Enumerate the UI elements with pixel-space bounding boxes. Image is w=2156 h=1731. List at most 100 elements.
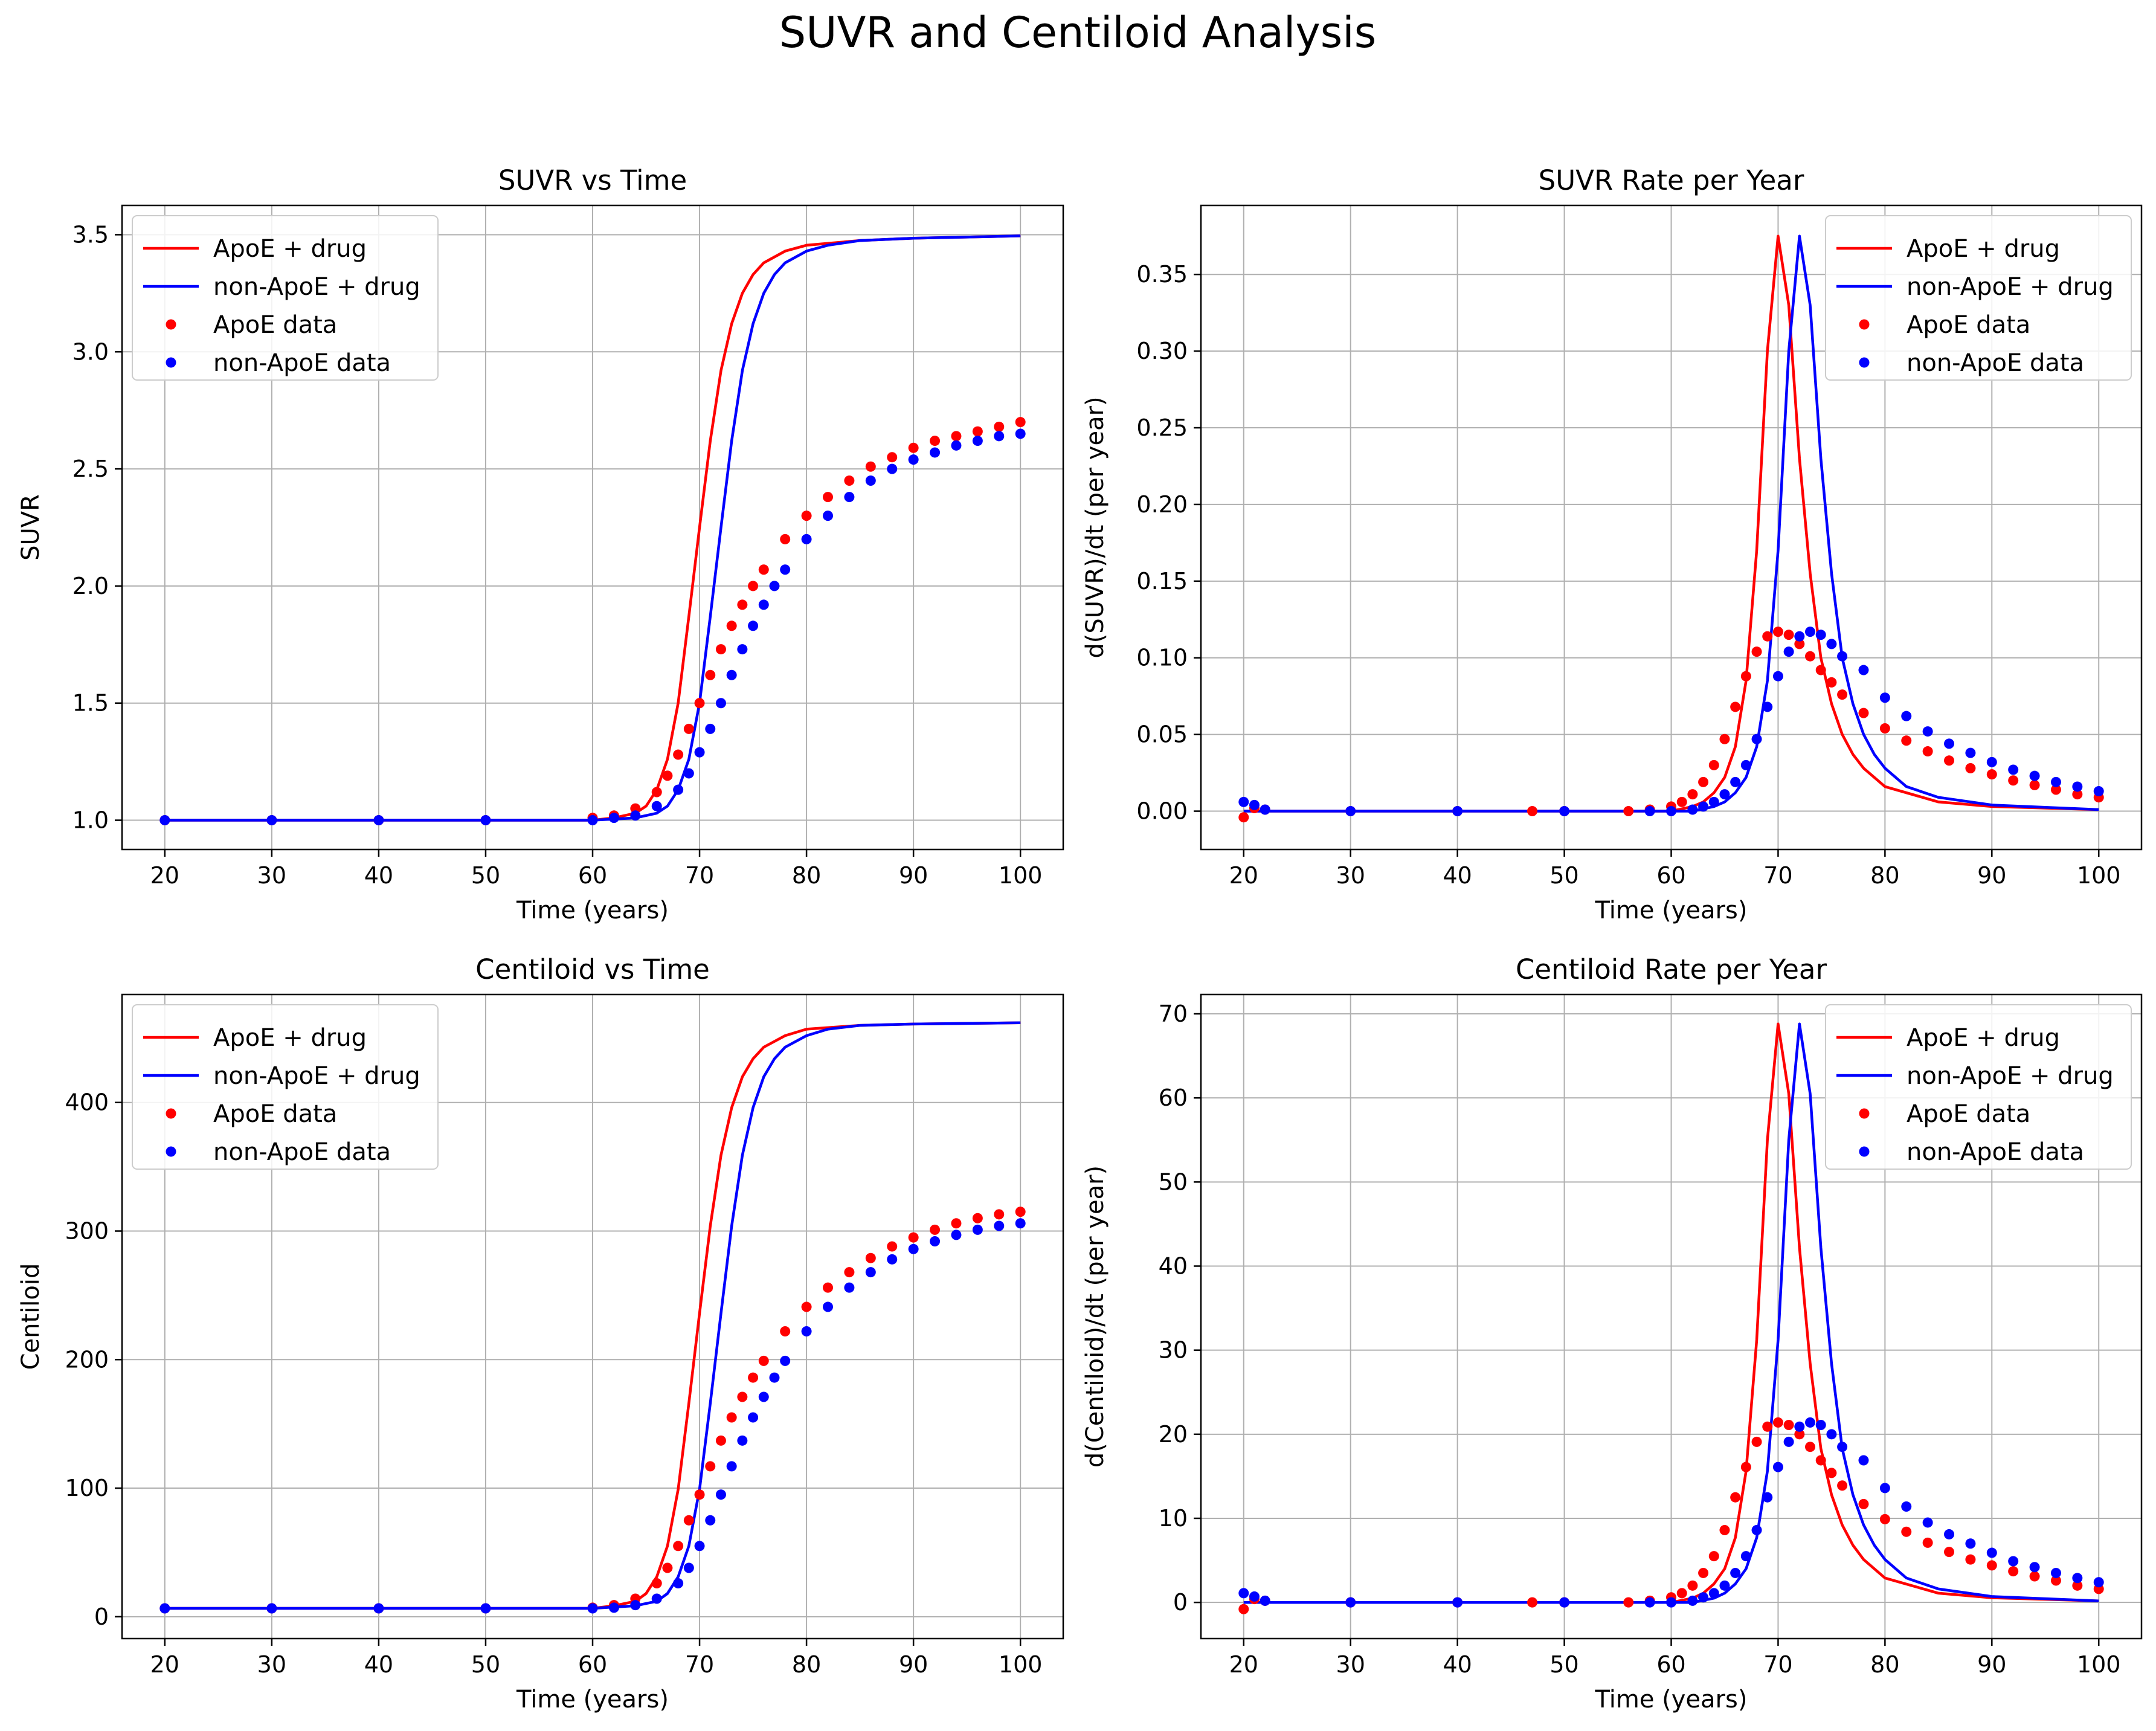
- data-point-apoe: [1751, 646, 1762, 657]
- data-point-apoe: [2008, 775, 2019, 786]
- data-point-apoe: [1805, 651, 1816, 662]
- data-point-non-apoe: [1965, 747, 1976, 758]
- data-point-non-apoe: [769, 1372, 780, 1383]
- data-point-non-apoe: [1708, 1588, 1719, 1599]
- y-tick-label: 2.5: [72, 456, 109, 482]
- x-tick-label: 30: [257, 1651, 286, 1678]
- data-point-non-apoe: [651, 1593, 662, 1604]
- series-line-apoe-drug: [164, 1021, 1021, 1610]
- y-tick-label: 300: [65, 1218, 109, 1245]
- x-axis-label: Time (years): [516, 897, 669, 924]
- x-tick-label: 30: [1336, 862, 1365, 889]
- y-axis-label: d(Centiloid)/dt (per year): [1081, 1165, 1109, 1468]
- data-point-non-apoe: [673, 784, 684, 795]
- panel-title: Centiloid Rate per Year: [1516, 953, 1827, 985]
- plot-area: [1238, 1022, 2104, 1614]
- data-point-non-apoe: [1986, 1547, 1997, 1558]
- y-axis-label: SUVR: [17, 494, 45, 561]
- data-point-non-apoe: [1740, 759, 1751, 770]
- x-tick-label: 50: [471, 1651, 500, 1678]
- y-tick-label: 0.05: [1136, 721, 1188, 748]
- x-tick-label: 40: [1443, 862, 1472, 889]
- data-point-apoe: [908, 442, 919, 453]
- legend-marker-non-apoe-data: [166, 357, 176, 368]
- data-point-non-apoe: [1858, 665, 1869, 675]
- legend-label-apoe-data: ApoE data: [213, 311, 337, 339]
- data-point-apoe: [715, 1435, 726, 1446]
- data-point-non-apoe: [972, 1224, 983, 1235]
- data-point-non-apoe: [1794, 1421, 1805, 1432]
- data-point-non-apoe: [1559, 806, 1570, 817]
- data-point-non-apoe: [823, 1301, 833, 1312]
- data-point-apoe: [1783, 1420, 1794, 1431]
- x-axis-label: Time (years): [516, 1686, 669, 1713]
- data-point-apoe: [1794, 1429, 1805, 1440]
- data-point-non-apoe: [758, 1391, 769, 1402]
- data-point-apoe: [1772, 627, 1783, 637]
- data-point-non-apoe: [1730, 776, 1741, 787]
- data-point-apoe: [1751, 1436, 1762, 1447]
- data-point-apoe: [2050, 784, 2061, 795]
- data-point-apoe: [651, 787, 662, 798]
- data-point-apoe: [1623, 1597, 1634, 1608]
- y-tick-label: 0.25: [1136, 414, 1188, 441]
- legend: ApoE + drug non-ApoE + drug ApoE data non-A…: [132, 1004, 439, 1170]
- data-point-non-apoe: [2093, 786, 2104, 797]
- data-point-non-apoe: [2050, 776, 2061, 787]
- panel-suvr_rate: 20 30 40 50 60 70 80 90 100 0.00 0.05 0.10 0.15 0.20 0…: [1081, 164, 2143, 924]
- data-point-non-apoe: [1751, 1524, 1762, 1535]
- data-point-non-apoe: [748, 1412, 759, 1423]
- data-point-apoe: [726, 1412, 737, 1423]
- legend-marker-non-apoe-data: [1859, 357, 1870, 368]
- data-point-non-apoe: [1644, 1597, 1655, 1608]
- data-point-non-apoe: [801, 533, 812, 544]
- data-point-non-apoe: [705, 723, 716, 734]
- data-point-apoe: [1815, 665, 1826, 675]
- data-point-apoe: [651, 1578, 662, 1589]
- data-point-non-apoe: [1249, 1591, 1260, 1602]
- data-point-apoe: [662, 770, 673, 781]
- data-point-non-apoe: [1794, 631, 1805, 642]
- data-point-non-apoe: [1666, 1597, 1676, 1608]
- panel-centiloid: 20 30 40 50 60 70 80 90 100 0 100 200 300 400 Centiloi…: [17, 953, 1064, 1713]
- legend-label-apoe-drug: ApoE + drug: [1907, 235, 2060, 263]
- data-point-non-apoe: [769, 581, 780, 592]
- data-point-non-apoe: [2072, 1573, 2083, 1584]
- plot-area: [159, 234, 1026, 826]
- data-point-apoe: [1826, 1468, 1837, 1478]
- y-tick-label: 30: [1159, 1337, 1188, 1364]
- data-point-non-apoe: [737, 1435, 748, 1446]
- y-axis-label: d(SUVR)/dt (per year): [1081, 396, 1109, 658]
- data-point-apoe: [2072, 789, 2083, 800]
- data-point-non-apoe: [587, 815, 598, 826]
- data-point-non-apoe: [1751, 733, 1762, 744]
- data-point-apoe: [1805, 1442, 1816, 1452]
- y-tick-label: 400: [65, 1089, 109, 1116]
- data-point-apoe: [1676, 1588, 1687, 1599]
- data-point-non-apoe: [266, 815, 277, 826]
- data-point-non-apoe: [1730, 1567, 1741, 1578]
- data-point-apoe: [844, 475, 855, 486]
- data-point-non-apoe: [1238, 1588, 1249, 1599]
- data-point-non-apoe: [2050, 1567, 2061, 1578]
- data-point-apoe: [1527, 806, 1537, 817]
- data-point-non-apoe: [1687, 1595, 1698, 1606]
- data-point-non-apoe: [1815, 1420, 1826, 1431]
- data-point-apoe: [801, 511, 812, 521]
- panel-title: SUVR vs Time: [498, 164, 687, 196]
- data-point-non-apoe: [844, 1282, 855, 1293]
- data-point-apoe: [705, 1461, 716, 1472]
- data-point-non-apoe: [1559, 1597, 1570, 1608]
- data-point-apoe: [994, 421, 1005, 432]
- legend-marker-non-apoe-data: [1859, 1146, 1870, 1157]
- data-point-apoe: [758, 564, 769, 575]
- data-point-non-apoe: [1698, 1592, 1709, 1603]
- x-tick-label: 90: [1977, 1651, 2006, 1678]
- data-point-non-apoe: [726, 669, 737, 680]
- data-point-apoe: [1687, 1580, 1698, 1591]
- data-point-non-apoe: [159, 815, 170, 826]
- data-point-non-apoe: [2029, 770, 2040, 781]
- series-line-apoe-drug: [164, 234, 1021, 822]
- y-tick-label: 1.0: [72, 807, 109, 834]
- x-tick-label: 30: [257, 862, 286, 889]
